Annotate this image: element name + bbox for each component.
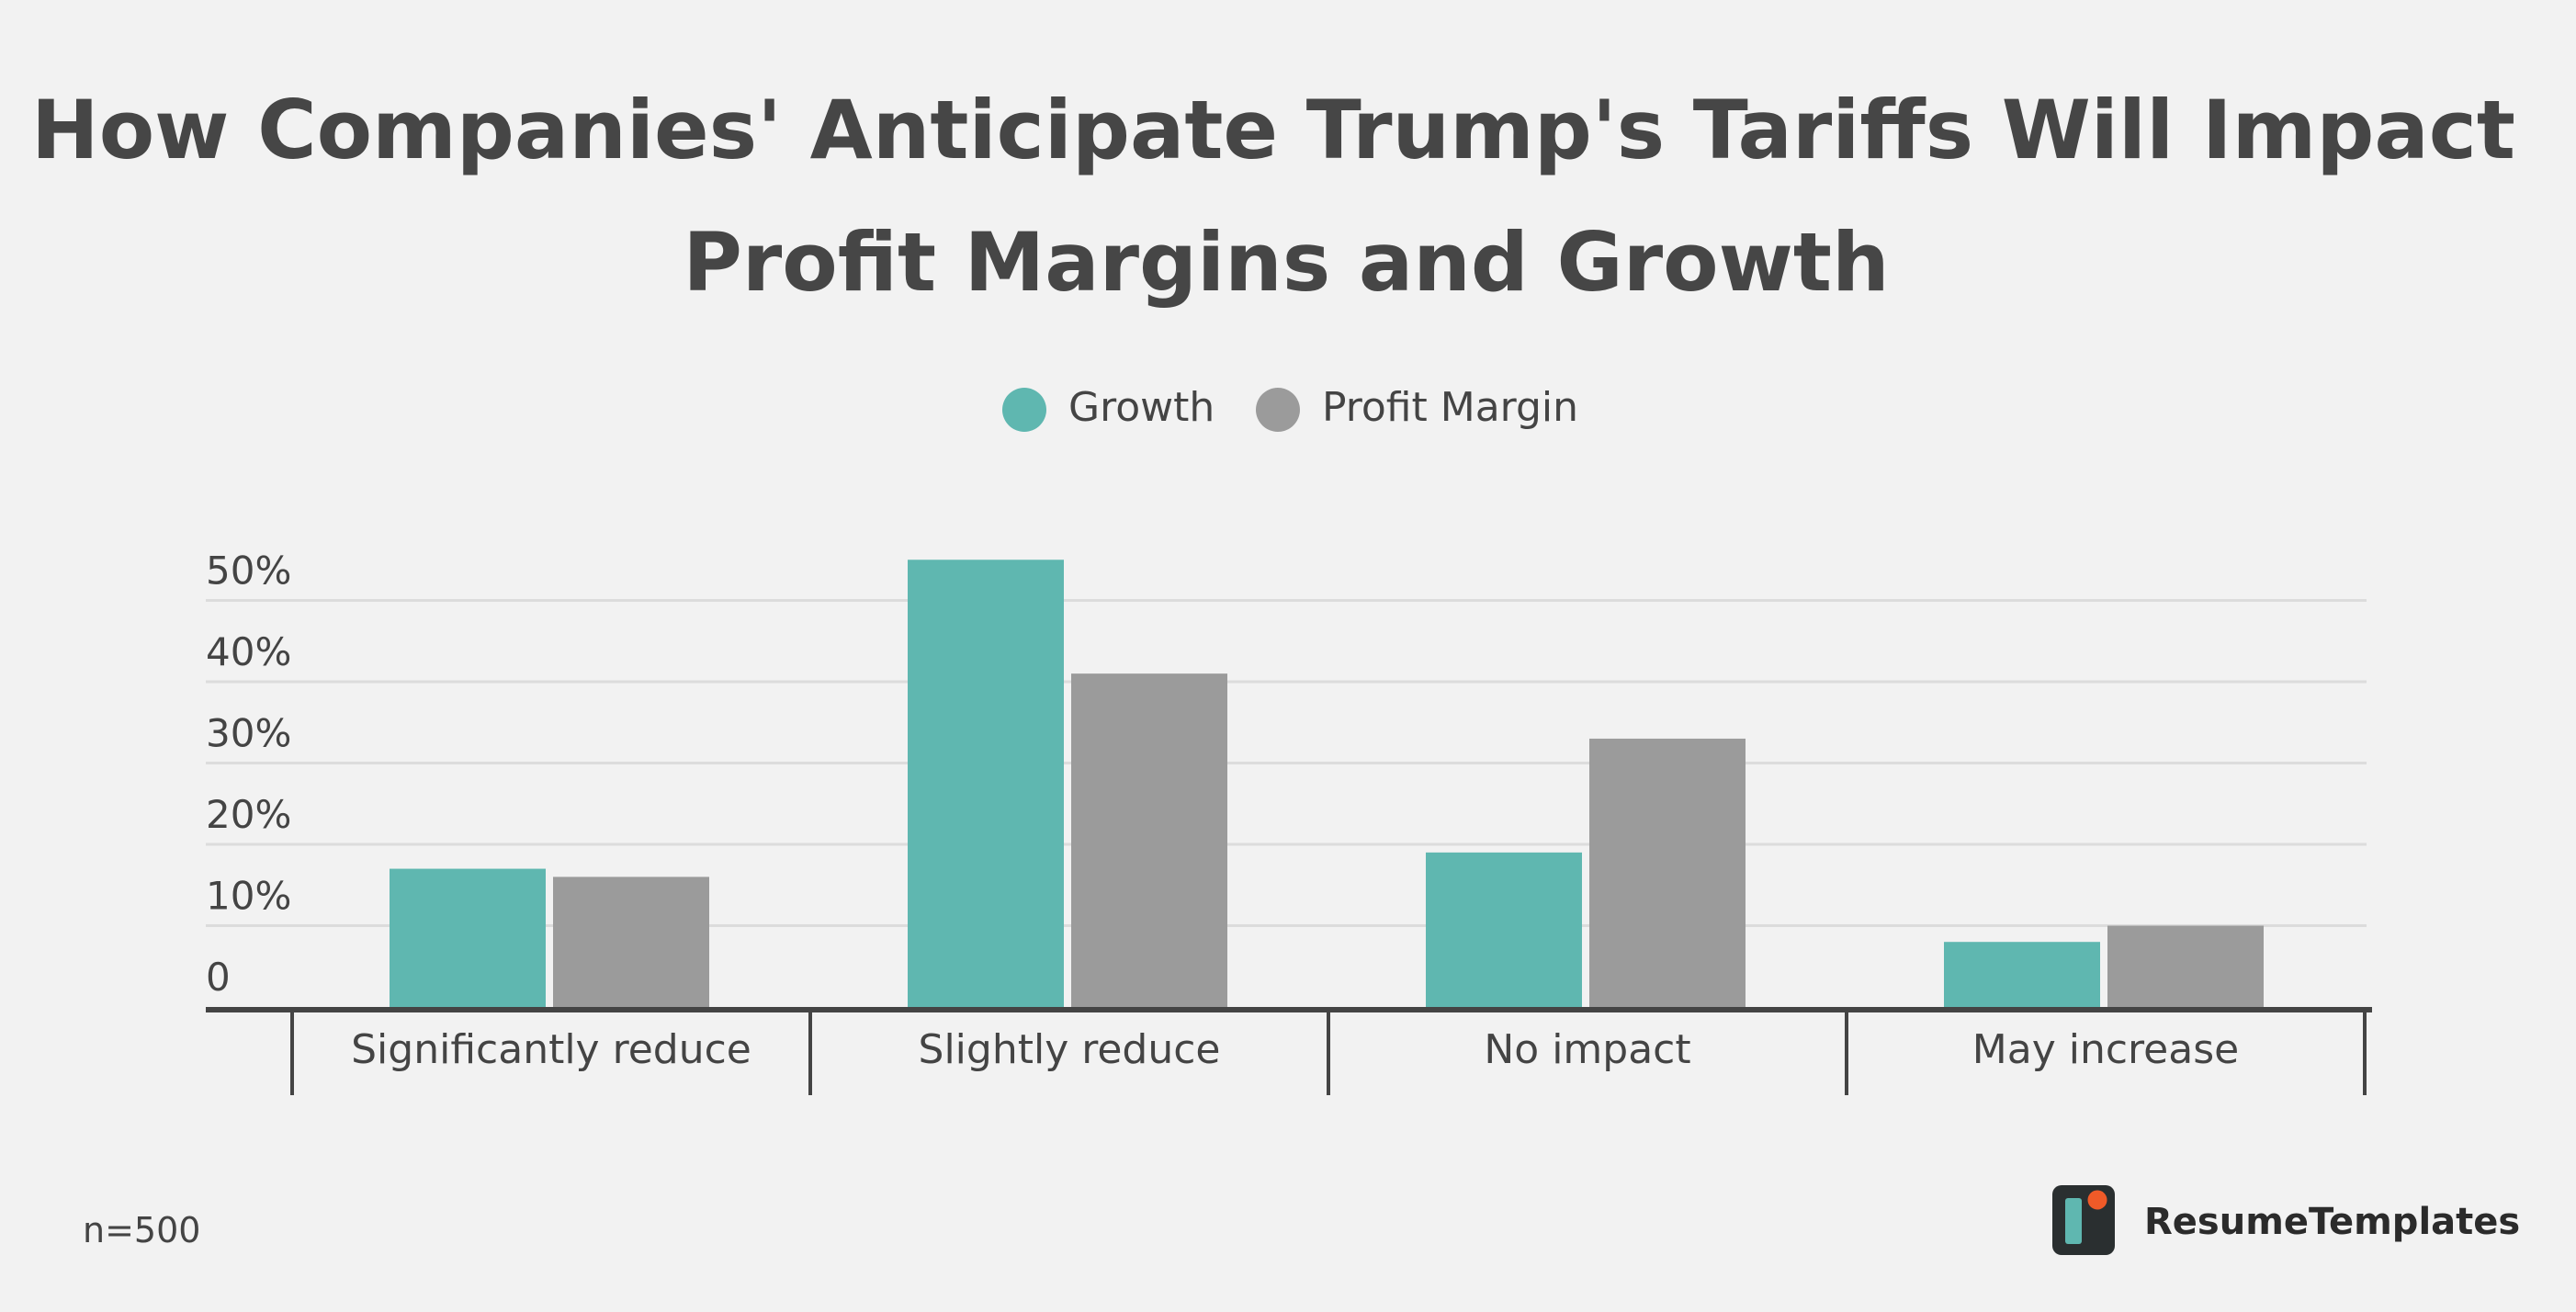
- bar-growth-significantly-reduce: [390, 868, 546, 1007]
- bars: [390, 560, 2264, 1007]
- x-axis-category-labels: Significantly reduce Slightly reduce No im…: [351, 1026, 2239, 1073]
- gridlines: [206, 599, 2367, 927]
- y-tick-label-40: 40%: [206, 629, 291, 674]
- sample-size-note: n=500: [83, 1210, 200, 1250]
- resume-templates-logo-icon: [2052, 1185, 2115, 1255]
- bar-growth-may-increase: [1944, 942, 2100, 1007]
- y-axis-tick-labels: 0 10% 20% 30% 40% 50%: [206, 549, 291, 1001]
- bar-profit-margin-may-increase: [2107, 925, 2264, 1007]
- chart-title-line-2: Profit Margins and Growth: [683, 215, 1889, 310]
- y-tick-label-20: 20%: [206, 792, 291, 837]
- y-tick-label-50: 50%: [206, 549, 291, 594]
- legend-label-profit-margin: Profit Margin: [1322, 384, 1578, 431]
- chart-legend: Growth Profit Margin: [1002, 384, 1578, 432]
- x-category-label-may-increase: May increase: [1972, 1026, 2239, 1073]
- bar-growth-no-impact: [1426, 852, 1582, 1007]
- x-category-label-significantly-reduce: Significantly reduce: [351, 1026, 751, 1073]
- y-tick-label-10: 10%: [206, 874, 291, 919]
- bar-profit-margin-no-impact: [1589, 738, 1746, 1007]
- bar-growth-slightly-reduce: [908, 560, 1064, 1007]
- x-category-label-no-impact: No impact: [1484, 1026, 1690, 1073]
- legend-swatch-growth: [1002, 388, 1046, 432]
- y-tick-label-0: 0: [206, 955, 231, 1000]
- legend-label-growth: Growth: [1068, 384, 1215, 431]
- bar-profit-margin-slightly-reduce: [1071, 673, 1227, 1007]
- y-tick-label-30: 30%: [206, 711, 291, 756]
- legend-swatch-profit-margin: [1256, 388, 1300, 432]
- chart-title: How Companies' Anticipate Trump's Tariff…: [31, 83, 2515, 310]
- x-category-label-slightly-reduce: Slightly reduce: [919, 1026, 1221, 1073]
- brand-logo: ResumeTemplates: [2052, 1185, 2520, 1255]
- brand-name: ResumeTemplates: [2144, 1201, 2520, 1243]
- x-axis-category-dividers: [290, 1010, 2367, 1095]
- chart-title-line-1: How Companies' Anticipate Trump's Tariff…: [31, 83, 2515, 177]
- bar-profit-margin-significantly-reduce: [553, 877, 709, 1007]
